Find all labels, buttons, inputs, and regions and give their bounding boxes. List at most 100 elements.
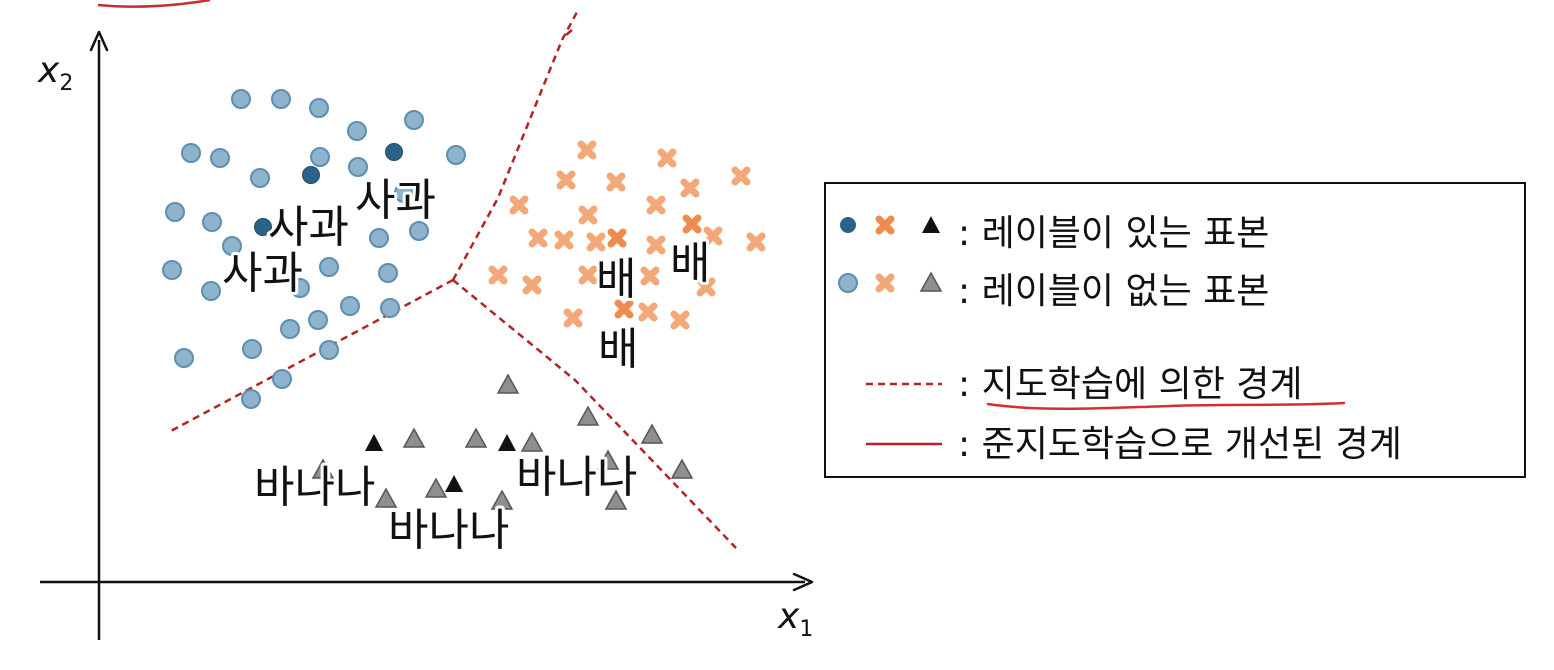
apple-unlabeled-point — [347, 121, 367, 141]
legend-labeled-text: : 레이블이 있는 표본 — [958, 213, 1269, 254]
cropped-boundary-fragment — [97, 0, 211, 8]
apple-unlabeled-point — [165, 202, 185, 222]
handwritten-underline — [986, 401, 1346, 411]
legend-box — [824, 182, 1526, 478]
axes: x2 x1 — [37, 30, 814, 642]
apple-unlabeled-point — [280, 319, 300, 339]
banana-unlabeled-point — [496, 373, 520, 394]
apple-unlabeled-point — [202, 212, 222, 232]
apple-unlabeled-point — [271, 89, 291, 109]
apple-labeled-point — [254, 218, 272, 236]
apple-unlabeled-point — [404, 110, 424, 130]
x-axis-arrowhead-icon — [792, 572, 814, 592]
banana-unlabeled-point — [670, 458, 694, 479]
pear-label: 배 — [670, 238, 710, 289]
apple-label: 사과 — [355, 175, 436, 226]
apple-unlabeled-point — [446, 145, 466, 165]
legend-labeled-triangle-icon — [922, 216, 940, 233]
banana-label: 바나나 — [516, 452, 637, 503]
pear-unlabeled-point — [650, 199, 662, 211]
pear-unlabeled-point — [582, 209, 594, 221]
apple-unlabeled-point — [231, 89, 251, 109]
apple-unlabeled-point — [210, 148, 230, 168]
apple-labeled-point — [302, 166, 320, 184]
boundary-tick-mark — [565, 29, 573, 36]
legend-labeled-circle-icon — [840, 217, 856, 233]
banana-labeled-point — [445, 475, 463, 492]
banana-unlabeled-point — [640, 423, 664, 444]
apple-unlabeled-point — [174, 348, 194, 368]
banana-unlabeled-point — [596, 449, 620, 470]
apple-unlabeled-point — [409, 221, 429, 241]
apple-unlabeled-point — [250, 168, 270, 188]
banana-unlabeled-point — [424, 477, 448, 498]
pear-labeled-point — [611, 232, 623, 244]
boundary-right-segment — [452, 279, 737, 549]
pear-labeled-point — [686, 218, 698, 230]
pear-unlabeled-point — [492, 269, 504, 281]
legend-supervised-boundary-text: : 지도학습에 의한 경계 — [958, 364, 1303, 405]
legend-labeled-x-icon — [879, 219, 891, 231]
pear-unlabeled-point — [674, 314, 686, 326]
apple-unlabeled-point — [242, 339, 262, 359]
apple-unlabeled-point — [394, 183, 414, 203]
apple-unlabeled-point — [162, 260, 182, 280]
banana-unlabeled-point — [490, 489, 514, 510]
legend-unlabeled-circle-icon — [838, 273, 858, 293]
class-labels: 사과 사과 사과 배 배 배 바나나 바나나 바나나 — [219, 172, 713, 559]
x-axis-label: x1 — [777, 596, 813, 642]
apple-unlabeled-point — [310, 147, 330, 167]
banana-cluster — [311, 373, 694, 510]
apple-label: 사과 — [268, 202, 349, 253]
apple-unlabeled-point — [319, 257, 339, 277]
pear-unlabeled-point — [560, 174, 572, 186]
pear-unlabeled-point — [684, 182, 696, 194]
apple-labeled-point — [385, 143, 403, 161]
banana-label: 바나나 — [388, 505, 509, 556]
pear-unlabeled-point — [735, 170, 747, 182]
banana-unlabeled-point — [402, 427, 426, 448]
pear-unlabeled-point — [590, 236, 602, 248]
supervised-boundary — [168, 11, 737, 549]
banana-label: 바나나 — [254, 462, 375, 513]
apple-unlabeled-point — [308, 310, 328, 330]
apple-unlabeled-point — [348, 157, 368, 177]
apple-labeled-points — [254, 143, 403, 236]
pear-unlabeled-point — [532, 232, 544, 244]
pear-label: 배 — [596, 254, 636, 305]
boundary-left-segment — [168, 278, 454, 434]
banana-unlabeled-point — [520, 431, 544, 452]
pear-unlabeled-point — [526, 279, 538, 291]
banana-unlabeled-point — [311, 458, 335, 479]
apple-unlabeled-point — [222, 236, 242, 256]
legend-unlabeled-triangle-icon — [919, 271, 943, 292]
pear-unlabeled-point — [558, 234, 570, 246]
apple-unlabeled-point — [290, 278, 310, 298]
apple-unlabeled-point — [241, 389, 261, 409]
legend-unlabeled-text: : 레이블이 없는 표본 — [958, 271, 1269, 312]
apple-label: 사과 — [222, 248, 303, 299]
y-axis-arrowhead-icon — [89, 30, 109, 52]
apple-unlabeled-point — [272, 369, 292, 389]
pear-unlabeled-point — [642, 306, 654, 318]
banana-labeled-point — [365, 434, 383, 451]
apple-unlabeled-point — [201, 281, 221, 301]
legend-semi-supervised-boundary-text: : 준지도학습으로 개선된 경계 — [958, 424, 1402, 465]
banana-unlabeled-point — [464, 427, 488, 448]
apple-unlabeled-point — [181, 143, 201, 163]
apple-cluster — [162, 89, 466, 409]
apple-unlabeled-point — [380, 298, 400, 318]
legend: : 레이블이 있는 표본 : 레이블이 없는 표본 : 지도학습에 의한 경계 … — [824, 182, 1526, 478]
pear-unlabeled-point — [513, 199, 525, 211]
pear-unlabeled-point — [582, 269, 594, 281]
banana-unlabeled-point — [374, 487, 398, 508]
pear-unlabeled-point — [750, 236, 762, 248]
apple-unlabeled-point — [319, 340, 339, 360]
pear-unlabeled-point — [567, 312, 579, 324]
apple-unlabeled-point — [369, 228, 389, 248]
pear-unlabeled-point — [644, 270, 656, 282]
pear-unlabeled-point — [581, 144, 593, 156]
apple-unlabeled-point — [340, 296, 360, 316]
pear-unlabeled-point — [610, 176, 622, 188]
